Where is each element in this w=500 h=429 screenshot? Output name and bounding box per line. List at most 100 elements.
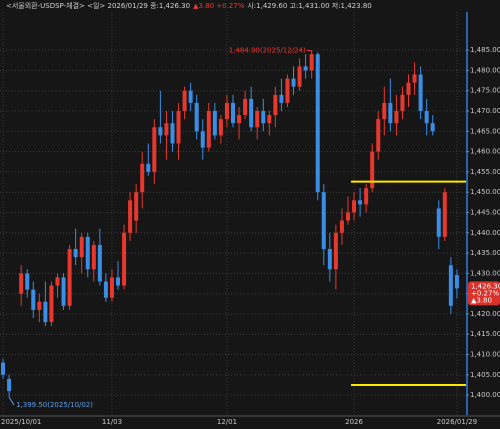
candle-body bbox=[454, 274, 459, 289]
candle-body bbox=[430, 123, 435, 132]
candle-body bbox=[309, 54, 314, 71]
candle-body bbox=[7, 378, 12, 392]
candle-body bbox=[31, 289, 36, 310]
annotation: 1,484.90(2025/12/24) bbox=[229, 47, 306, 55]
chart-title: <서울외환-USDSP-체결> <일> 2026/01/29 종:1,426.3… bbox=[6, 1, 190, 10]
candle-body bbox=[412, 74, 417, 83]
candle-body bbox=[321, 192, 326, 250]
candle-body bbox=[85, 236, 90, 270]
candle-body bbox=[352, 200, 357, 213]
candle-body bbox=[406, 82, 411, 95]
y-tick-label: 1,405.00 bbox=[470, 371, 500, 379]
y-tick-label: 1,480.00 bbox=[470, 66, 500, 74]
candle-body bbox=[49, 285, 54, 323]
y-tick-label: 1,465.00 bbox=[470, 127, 500, 135]
candle-body bbox=[200, 131, 205, 148]
candle-body bbox=[212, 111, 217, 136]
candle-body bbox=[231, 102, 235, 124]
candle-body bbox=[1, 362, 6, 375]
candle-body bbox=[345, 212, 350, 221]
candle-body bbox=[297, 66, 302, 87]
y-tick-label: 1,475.00 bbox=[470, 87, 500, 95]
change: ▲3.80 +0.27% bbox=[193, 2, 245, 10]
candle-body bbox=[327, 249, 332, 270]
candle-body bbox=[285, 78, 290, 103]
y-tick-label: 1,470.00 bbox=[470, 107, 500, 115]
x-tick-label: 2026/01/29 bbox=[437, 418, 477, 426]
candle-body bbox=[176, 111, 181, 144]
candle-body bbox=[194, 102, 199, 132]
y-tick-label: 1,460.00 bbox=[470, 148, 500, 156]
x-tick-label: 11/03 bbox=[102, 418, 122, 426]
candle-body bbox=[388, 102, 393, 124]
candle-body bbox=[152, 127, 157, 172]
candle-body bbox=[291, 78, 296, 87]
annotation: 1,399.50(2025/10/02) bbox=[16, 401, 93, 409]
candle-body bbox=[140, 163, 145, 193]
y-tick-label: 1,430.00 bbox=[470, 269, 500, 277]
candle-body bbox=[73, 249, 78, 258]
y-tick-label: 1,410.00 bbox=[470, 351, 500, 359]
candle-body bbox=[170, 123, 175, 144]
candle-body bbox=[37, 301, 42, 310]
candle-body bbox=[61, 277, 66, 306]
candle-body bbox=[237, 115, 242, 124]
candle-body bbox=[224, 102, 229, 120]
candle-body bbox=[158, 127, 163, 136]
candle-body bbox=[267, 115, 272, 124]
candle-body bbox=[116, 277, 121, 286]
candle-body bbox=[146, 163, 151, 172]
candle-body bbox=[364, 188, 369, 205]
x-tick-label: 2026 bbox=[345, 418, 363, 426]
candle-body bbox=[188, 90, 193, 103]
candle-body bbox=[103, 281, 108, 298]
candle-body bbox=[122, 232, 127, 286]
y-tick-label: 1,440.00 bbox=[470, 229, 500, 237]
y-tick-label: 1,455.00 bbox=[470, 168, 500, 176]
candle-body bbox=[55, 277, 60, 286]
candle-body bbox=[79, 236, 84, 258]
candle-body bbox=[43, 301, 48, 323]
annotation-leader bbox=[8, 396, 15, 406]
candle-body bbox=[67, 249, 72, 306]
candle-body bbox=[333, 232, 338, 270]
candle-body bbox=[128, 200, 133, 233]
y-tick-label: 1,485.00 bbox=[470, 46, 500, 54]
candle-body bbox=[182, 90, 187, 112]
candle-body bbox=[448, 265, 453, 306]
candle-body bbox=[442, 192, 447, 237]
candle-body bbox=[370, 151, 375, 189]
candle-body bbox=[97, 244, 102, 282]
candle-body bbox=[164, 123, 169, 136]
candle-body bbox=[19, 273, 24, 294]
candle-body bbox=[376, 119, 381, 152]
candle-body bbox=[339, 220, 344, 233]
price-tag-change: +0.27% bbox=[471, 289, 499, 297]
price-tag-value: 1,426.30 bbox=[471, 282, 500, 290]
candle-body bbox=[358, 200, 363, 205]
candle-body bbox=[436, 208, 441, 237]
candle-body bbox=[273, 94, 278, 116]
y-tick-label: 1,435.00 bbox=[470, 249, 500, 257]
y-tick-label: 1,400.00 bbox=[470, 391, 500, 399]
candle-body bbox=[394, 111, 399, 124]
candle-body bbox=[382, 102, 387, 120]
y-tick-label: 1,420.00 bbox=[470, 310, 500, 318]
candle-body bbox=[243, 98, 248, 116]
candle-body bbox=[418, 74, 423, 112]
candle-body bbox=[255, 111, 260, 128]
candle-body bbox=[25, 273, 30, 290]
candle-body bbox=[424, 111, 429, 124]
y-tick-label: 1,415.00 bbox=[470, 330, 500, 338]
candle-body bbox=[206, 111, 211, 148]
price-tag bbox=[468, 281, 500, 306]
candle-body bbox=[91, 244, 96, 270]
candle-body bbox=[249, 98, 254, 128]
candle-body bbox=[218, 119, 223, 136]
x-tick-label: 12/01 bbox=[217, 418, 237, 426]
candle-body bbox=[400, 94, 405, 112]
candle-body bbox=[303, 66, 308, 71]
ohlc-text: 시:1,429.60 고:1,431.00 저:1,423.80 bbox=[247, 1, 371, 10]
